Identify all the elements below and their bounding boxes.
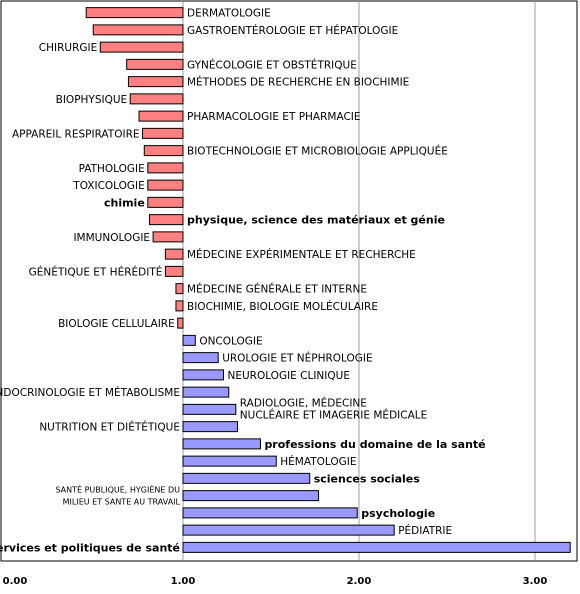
- bar-label: MÉTHODES DE RECHERCHE EN BIOCHIMIE: [187, 76, 409, 89]
- bar-label: MÉDECINE EXPÉRIMENTALE ET RECHERCHE: [187, 248, 416, 261]
- bar-label: ONCOLOGIE: [199, 335, 262, 347]
- bar-label: UROLOGIE ET NÉPHROLOGIE: [222, 352, 372, 365]
- bar-label: APPAREIL RESPIRATOIRE: [12, 128, 140, 140]
- bar-label: sciences sociales: [314, 472, 421, 485]
- bar: [152, 231, 184, 243]
- bar-label: Services et politiques de santé: [0, 541, 180, 554]
- bar-label: PHARMACOLOGIE ET PHARMACIE: [187, 111, 361, 123]
- bar: [182, 438, 261, 450]
- bar: [182, 421, 239, 433]
- bar: [182, 386, 230, 398]
- bar: [142, 127, 184, 139]
- plot-frame: [0, 0, 578, 562]
- bar-label: chimie: [104, 196, 145, 209]
- bar-label: HÉMATOLOGIE: [280, 455, 356, 468]
- bar-label: SANTÉ PUBLIQUE, HYGIÈNE DU MILIEU ET SANT…: [55, 484, 180, 507]
- bar: [164, 248, 184, 260]
- bar-label: DERMATOLOGIE: [187, 8, 271, 20]
- bar-label: PATHOLOGIE: [79, 163, 145, 175]
- bar: [143, 145, 184, 157]
- bar: [182, 334, 196, 346]
- bar-label: CHIRURGIE: [39, 42, 97, 54]
- bar: [164, 265, 184, 277]
- bar-label: ENDOCRINOLOGIE ET MÉTABOLISME: [0, 386, 180, 399]
- bar: [147, 162, 184, 174]
- bar: [182, 524, 395, 536]
- bar-label: BIOPHYSIQUE: [56, 94, 128, 106]
- bar-label: physique, science des matériaux et génie: [187, 214, 445, 227]
- bar: [182, 541, 571, 553]
- bar-label: psychologie: [361, 507, 435, 520]
- x-tick-label: 0.00: [3, 576, 28, 587]
- bar: [177, 317, 184, 329]
- bar: [182, 490, 320, 502]
- bar-label: MÉDECINE GÉNÉRALE ET INTERNE: [187, 283, 367, 296]
- bar-label: professions du domaine de la santé: [264, 438, 485, 451]
- bar: [138, 110, 184, 122]
- bar: [175, 283, 184, 295]
- bar: [147, 196, 184, 208]
- bar: [149, 214, 184, 226]
- bar-label: GÉNÉTIQUE ET HÉRÉDITÉ: [29, 265, 163, 278]
- bar: [175, 300, 184, 312]
- bar: [92, 24, 184, 36]
- bar-label: PÉDIATRIE: [398, 524, 452, 537]
- bar: [182, 369, 224, 381]
- bar-label: TOXICOLOGIE: [72, 180, 145, 192]
- bar-label: NUTRITION ET DIÉTÉTIQUE: [39, 421, 180, 434]
- bar: [85, 7, 184, 19]
- bar: [182, 472, 311, 484]
- bar-label: BIOCHIMIE, BIOLOGIE MOLÉCULAIRE: [187, 300, 378, 313]
- bar-label: GYNÉCOLOGIE ET OBSTÉTRIQUE: [187, 58, 357, 71]
- bar: [147, 179, 184, 191]
- bar-label: NEUROLOGIE CLINIQUE: [227, 370, 349, 382]
- bar: [99, 41, 184, 53]
- x-tick-label: 2.00: [347, 576, 372, 587]
- bar-label: BIOTECHNOLOGIE ET MICROBIOLOGIE APPLIQUÉ…: [187, 145, 448, 158]
- bar: [182, 455, 277, 467]
- x-tick-label: 1.00: [171, 576, 196, 587]
- bar-label: RADIOLOGIE, MÉDECINE NUCLÉAIRE ET IMAGERI…: [240, 396, 427, 421]
- x-tick-label: 3.00: [523, 576, 548, 587]
- bar: [127, 76, 184, 88]
- bar: [126, 58, 184, 70]
- bar-label: GASTROENTÉROLOGIE ET HÉPATOLOGIE: [187, 24, 398, 37]
- bar: [182, 352, 219, 364]
- bar: [182, 403, 237, 415]
- bar-label: BIOLOGIE CELLULAIRE: [58, 318, 175, 330]
- bar: [182, 507, 358, 519]
- bar-label: IMMUNOLOGIE: [73, 232, 150, 244]
- bar: [129, 93, 184, 105]
